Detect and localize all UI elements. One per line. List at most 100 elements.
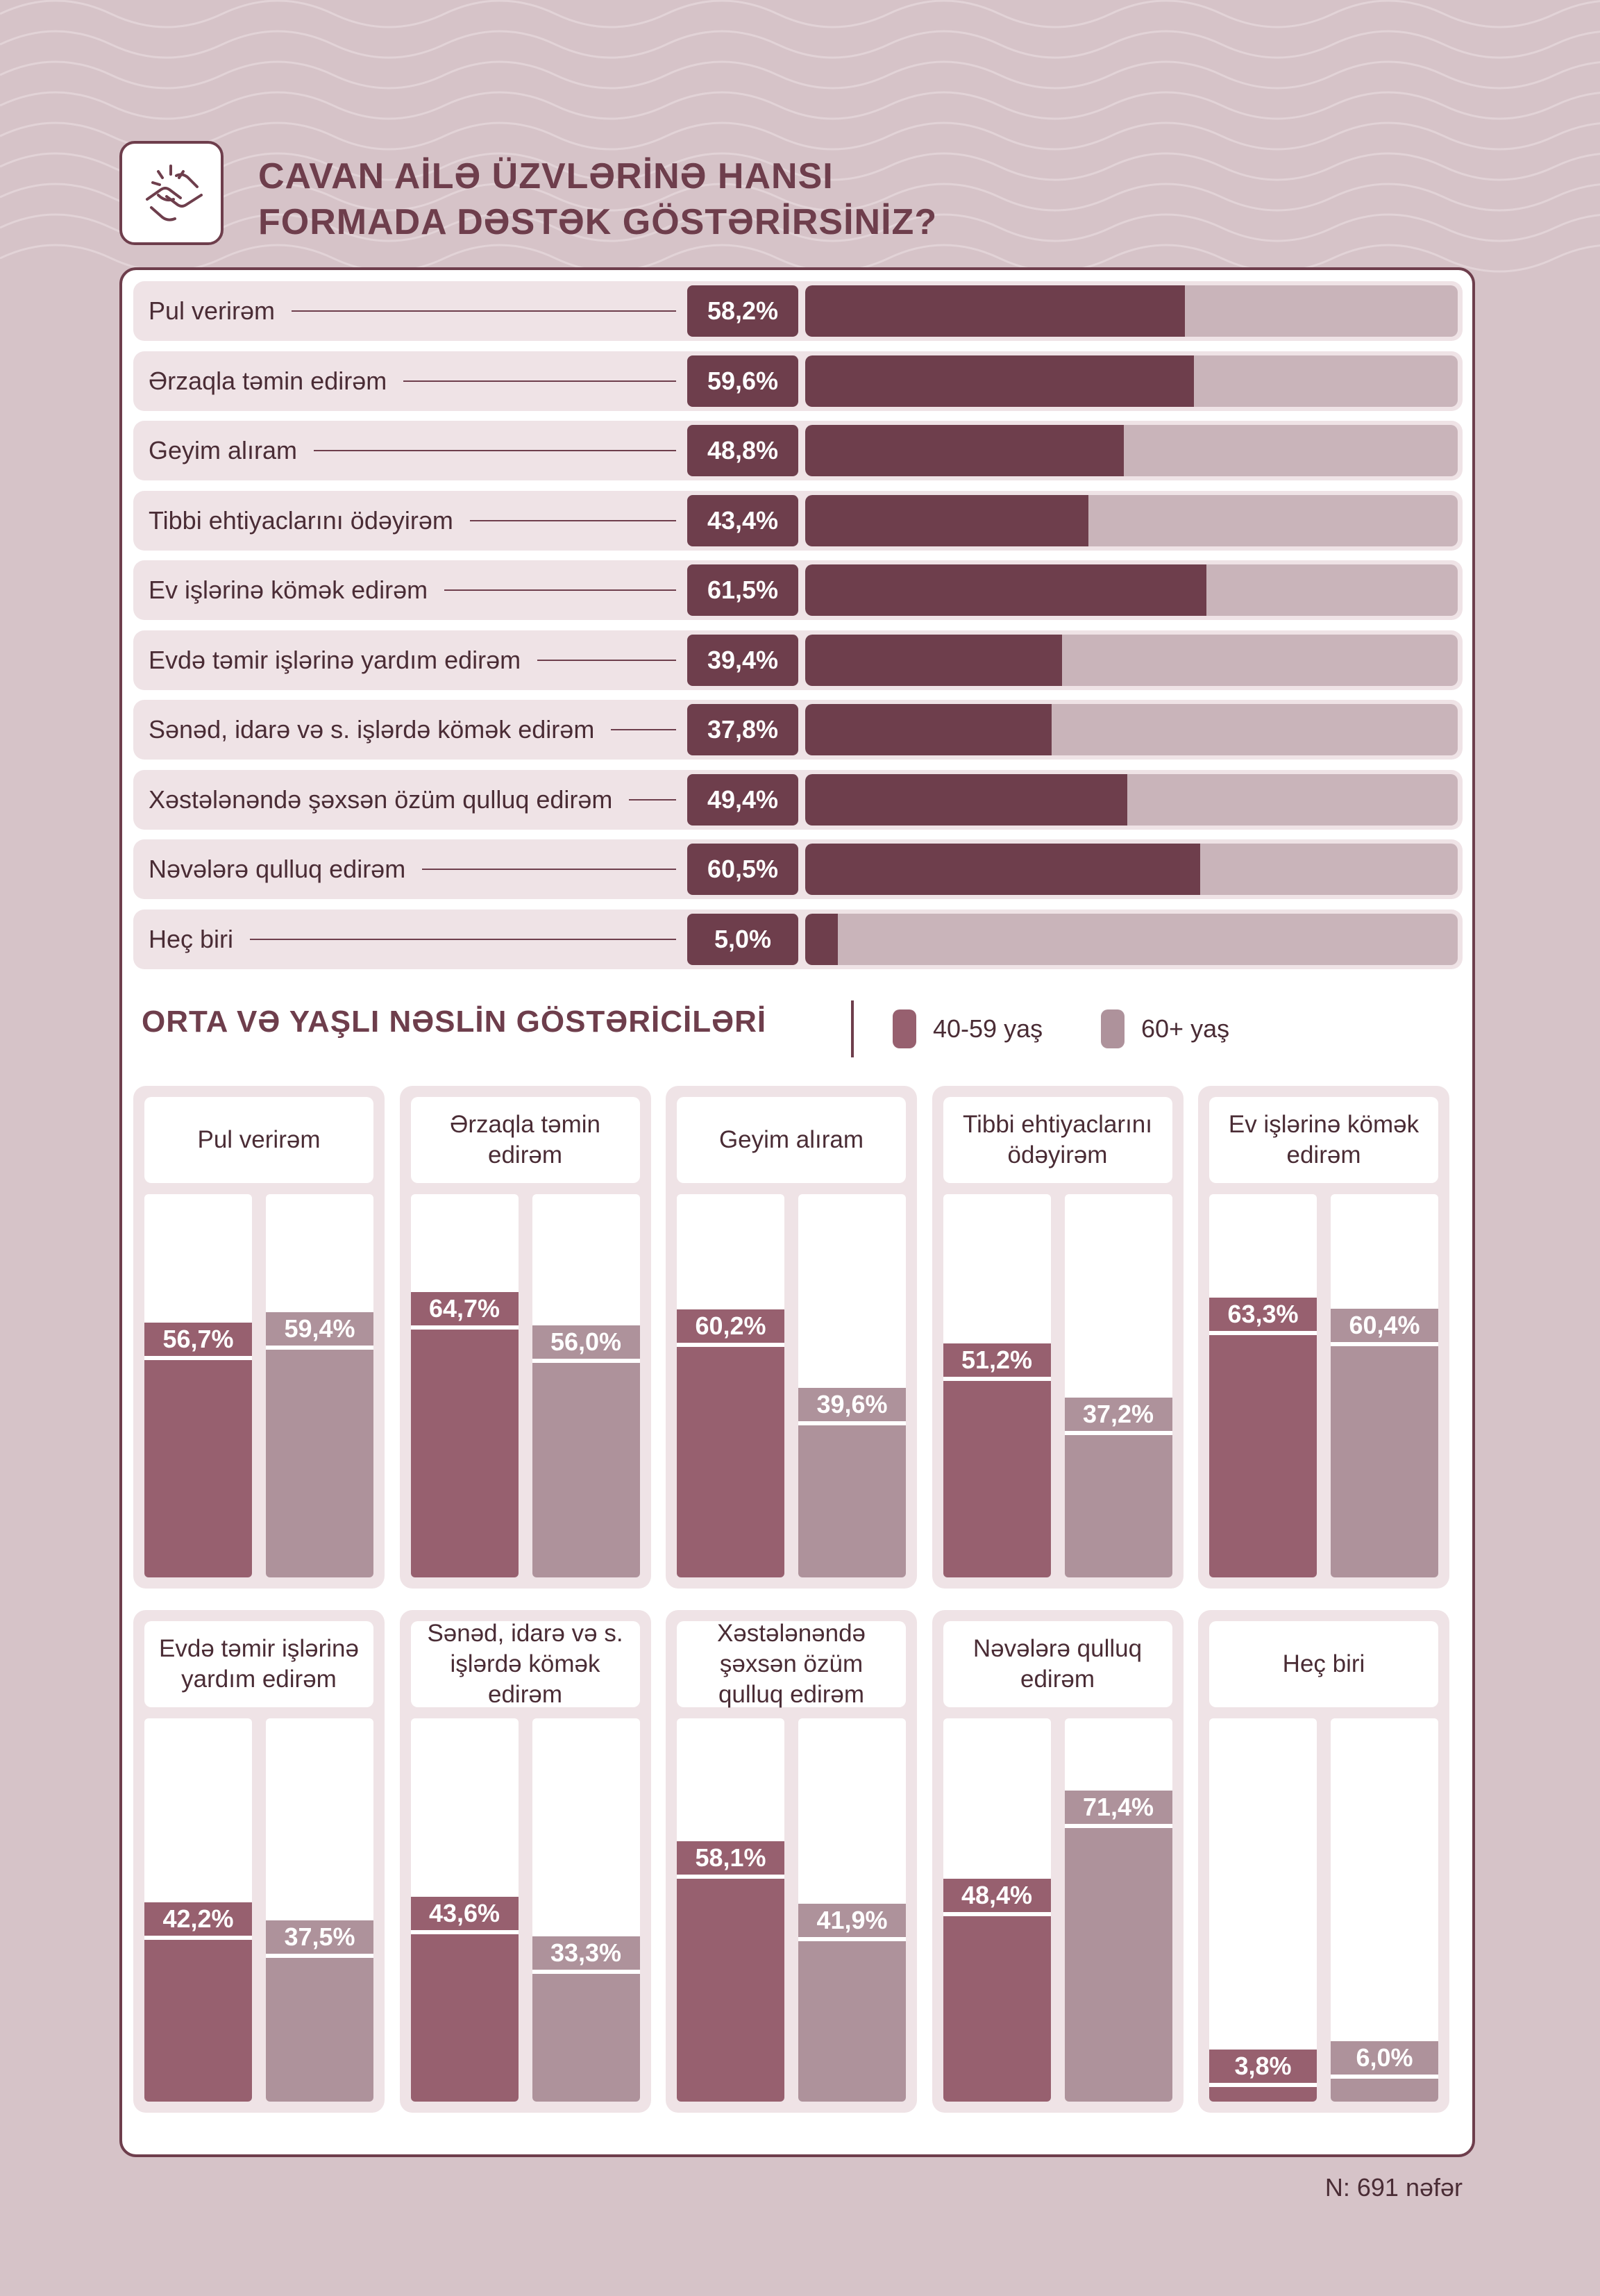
card-category-label: Ev işlərinə kömək edirəm	[1209, 1097, 1438, 1183]
bar-column: 56,7%	[144, 1194, 252, 1577]
hbar-category-label: Ev işlərinə kömək edirəm	[149, 576, 428, 604]
hbar-leader-line	[611, 729, 676, 730]
bar-column: 6,0%	[1331, 1718, 1438, 2102]
bar-column: 41,9%	[798, 1718, 906, 2102]
hbar-bar	[805, 564, 1207, 616]
bar-60-plus	[1331, 1346, 1438, 1577]
hbar-value-label: 58,2%	[687, 285, 798, 337]
bar-60-plus	[798, 1425, 906, 1577]
hbar-row: Xəstələnəndə şəxsən özüm qulluq edirəm 49…	[133, 769, 1463, 830]
card-category-label: Xəstələnəndə şəxsən özüm qulluq edirəm	[677, 1620, 906, 1708]
category-card: Heç biri 3,8% 6,0%	[1198, 1610, 1449, 2113]
bar-column: 60,4%	[1331, 1194, 1438, 1577]
bar-column: 43,6%	[410, 1718, 519, 2102]
bar-value-label: 60,2%	[677, 1309, 784, 1343]
bar-column: 42,2%	[144, 1718, 252, 2102]
hbar-row: Evdə təmir işlərinə yardım edirəm 39,4%	[133, 630, 1463, 690]
bar-40-59	[410, 1934, 519, 2102]
legend-item-60-plus: 60+ yaş	[1101, 1009, 1229, 1049]
card-category-label: Heç biri	[1209, 1621, 1438, 1707]
background-wave	[0, 183, 1600, 212]
bar-column: 59,4%	[266, 1194, 373, 1577]
hbar-bar	[805, 773, 1128, 826]
hbar-leader-line	[292, 310, 676, 312]
card-category-label: Ərzaqla təmin edirəm	[410, 1097, 640, 1183]
bar-column: 48,4%	[943, 1718, 1051, 2102]
hbar-bar	[805, 285, 1186, 337]
bar-value-label: 41,9%	[798, 1903, 906, 1937]
bar-column: 37,5%	[266, 1718, 373, 2102]
bar-value-label: 42,2%	[144, 1902, 252, 1936]
hbar-row: Tibbi ehtiyaclarını ödəyirəm 43,4%	[133, 490, 1463, 551]
hbar-leader-line	[444, 589, 676, 591]
hbar-bar	[805, 355, 1195, 407]
bar-40-59	[677, 1346, 784, 1577]
header: CAVAN AİLƏ ÜZVLƏRİNƏ HANSI FORMADA DƏSTƏ…	[119, 141, 1508, 252]
bar-40-59	[677, 1879, 784, 2102]
hbar-track	[805, 564, 1458, 616]
bar-column: 63,3%	[1209, 1194, 1317, 1577]
hbar-track	[805, 844, 1458, 895]
hbar-row: Sənəd, idarə və s. işlərdə kömək edirəm 3…	[133, 700, 1463, 760]
bar-value-label: 59,4%	[266, 1312, 373, 1346]
bar-value-label: 71,4%	[1064, 1790, 1172, 1824]
bar-value-label: 56,7%	[144, 1323, 252, 1357]
bar-column: 3,8%	[1209, 1718, 1317, 2102]
hbar-track	[805, 494, 1458, 546]
hbar-bar	[805, 704, 1052, 755]
hbar-value-label: 5,0%	[687, 913, 798, 965]
bar-value-label: 37,2%	[1064, 1397, 1172, 1431]
card-category-label: Tibbi ehtiyaclarını ödəyirəm	[943, 1097, 1172, 1183]
hbar-track	[805, 913, 1458, 965]
bar-column: 64,7%	[410, 1194, 519, 1577]
bar-value-label: 64,7%	[410, 1291, 519, 1325]
hbar-track	[805, 773, 1458, 826]
hbar-track	[805, 285, 1458, 337]
background-wave	[0, 244, 1600, 273]
category-card: Geyim alıram 60,2% 39,6%	[666, 1086, 917, 1589]
category-card: Ev işlərinə kömək edirəm 63,3% 60,4%	[1198, 1086, 1449, 1589]
card-category-label: Geyim alıram	[677, 1097, 906, 1183]
bar-40-59	[1209, 1334, 1317, 1577]
bar-value-label: 37,5%	[266, 1920, 373, 1954]
bar-60-plus	[1064, 1434, 1172, 1577]
legend-swatch-40-59	[893, 1009, 916, 1048]
page-title: CAVAN AİLƏ ÜZVLƏRİNƏ HANSI FORMADA DƏSTƏ…	[258, 153, 937, 245]
bar-value-label: 60,4%	[1331, 1308, 1438, 1342]
hbar-leader-line	[314, 450, 676, 451]
hbar-category-label: Geyim alıram	[149, 436, 298, 464]
bar-value-label: 3,8%	[1209, 2050, 1317, 2084]
hbar-category-label: Evdə təmir işlərinə yardım edirəm	[149, 645, 521, 674]
bar-value-label: 39,6%	[798, 1388, 906, 1422]
hbar-bar	[805, 634, 1063, 686]
bar-40-59	[410, 1329, 519, 1577]
bar-60-plus	[532, 1974, 640, 2102]
background-wave	[0, 91, 1600, 120]
hbar-leader-line	[422, 869, 676, 870]
category-card: Evdə təmir işlərinə yardım edirəm 42,2% 37…	[133, 1610, 385, 2113]
hbar-value-label: 39,4%	[687, 634, 798, 686]
hbar-category-label: Xəstələnəndə şəxsən özüm qulluq edirəm	[149, 785, 613, 814]
bar-40-59	[144, 1360, 252, 1577]
card-category-label: Pul verirəm	[144, 1097, 373, 1183]
bar-column: 39,6%	[798, 1194, 906, 1577]
legend-divider	[851, 1000, 854, 1057]
hbar-leader-line	[537, 659, 676, 661]
hbar-bar	[805, 425, 1124, 476]
bar-40-59	[943, 1916, 1051, 2102]
hbar-category-label: Tibbi ehtiyaclarını ödəyirəm	[149, 505, 453, 535]
bar-value-label: 48,4%	[943, 1878, 1051, 1912]
title-line-1: CAVAN AİLƏ ÜZVLƏRİNƏ HANSI	[258, 156, 834, 196]
hbar-leader-line	[469, 519, 676, 521]
bar-column: 37,2%	[1064, 1194, 1172, 1577]
bar-value-label: 51,2%	[943, 1343, 1051, 1377]
card-category-label: Sənəd, idarə və s. işlərdə kömək edirəm	[410, 1620, 640, 1708]
footnote: N: 691 nəfər	[1324, 2173, 1463, 2202]
category-card: Tibbi ehtiyaclarını ödəyirəm 51,2% 37,2%	[932, 1086, 1184, 1589]
bar-value-label: 6,0%	[1331, 2041, 1438, 2075]
hbar-leader-line	[403, 380, 676, 382]
legend-swatch-60-plus	[1101, 1009, 1125, 1048]
bar-40-59	[943, 1381, 1051, 1577]
card-category-label: Evdə təmir işlərinə yardım edirəm	[144, 1621, 373, 1707]
bar-60-plus	[266, 1350, 373, 1577]
